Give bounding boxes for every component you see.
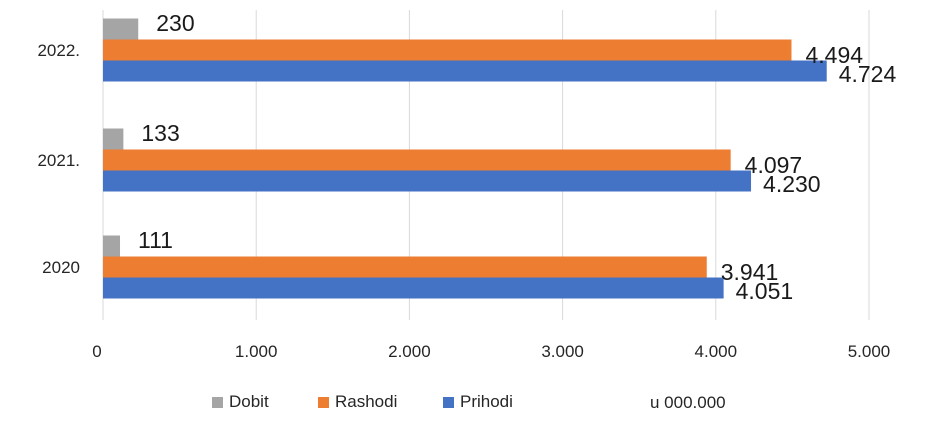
data-label-rashodi-0: 4.494 <box>805 42 863 68</box>
data-label-dobit-2: 111 <box>138 227 173 253</box>
data-label-prihodi-1: 4.230 <box>763 171 821 197</box>
legend-swatch-rashodi <box>318 396 329 408</box>
category-label-0: 2022. <box>37 41 80 60</box>
tick-labels-group: 0 1.000 2.000 3.000 4.000 5.000 <box>92 342 890 361</box>
legend-label-dobit: Dobit <box>229 392 269 411</box>
bars-group <box>103 18 827 299</box>
data-label-dobit-0: 230 <box>156 10 194 36</box>
bar-dobit-1 <box>103 128 124 150</box>
bar-chart: 2304.4944.7241334.0974.2301113.9414.051 … <box>37 10 896 361</box>
data-label-dobit-1: 133 <box>141 120 179 146</box>
legend-item-rashodi: Rashodi <box>318 392 397 412</box>
bar-dobit-2 <box>103 235 121 257</box>
bar-dobit-0 <box>103 18 139 40</box>
bar-prihodi-1 <box>103 170 752 192</box>
category-label-1: 2021. <box>37 151 80 170</box>
bar-rashodi-1 <box>103 149 731 171</box>
x-tick-label-5: 5.000 <box>848 342 891 361</box>
unit-note: u 000.000 <box>650 393 726 412</box>
legend-swatch-dobit <box>212 396 223 408</box>
bar-rashodi-2 <box>103 256 707 278</box>
legend-swatch-prihodi <box>443 396 454 408</box>
bar-prihodi-2 <box>103 277 724 299</box>
x-tick-label-1: 1.000 <box>235 342 278 361</box>
data-label-prihodi-2: 4.051 <box>736 278 794 304</box>
category-labels-group: 2022. 2021. 2020 <box>37 41 80 277</box>
x-tick-label-2: 2.000 <box>388 342 431 361</box>
data-label-rashodi-1: 4.097 <box>745 152 803 178</box>
legend-label-prihodi: Prihodi <box>460 392 513 411</box>
legend-item-dobit: Dobit <box>212 392 269 412</box>
legend-label-rashodi: Rashodi <box>335 392 398 411</box>
category-label-2: 2020 <box>42 258 80 277</box>
data-label-prihodi-0: 4.724 <box>839 61 897 87</box>
x-tick-label-4: 4.000 <box>695 342 738 361</box>
x-tick-label-0: 0 <box>92 342 101 361</box>
legend-item-prihodi: Prihodi <box>443 392 513 412</box>
bar-prihodi-0 <box>103 60 827 82</box>
legend: Dobit Rashodi Prihodi <box>0 392 931 422</box>
data-label-rashodi-2: 3.941 <box>721 259 779 285</box>
bar-rashodi-0 <box>103 39 792 61</box>
x-tick-label-3: 3.000 <box>541 342 584 361</box>
